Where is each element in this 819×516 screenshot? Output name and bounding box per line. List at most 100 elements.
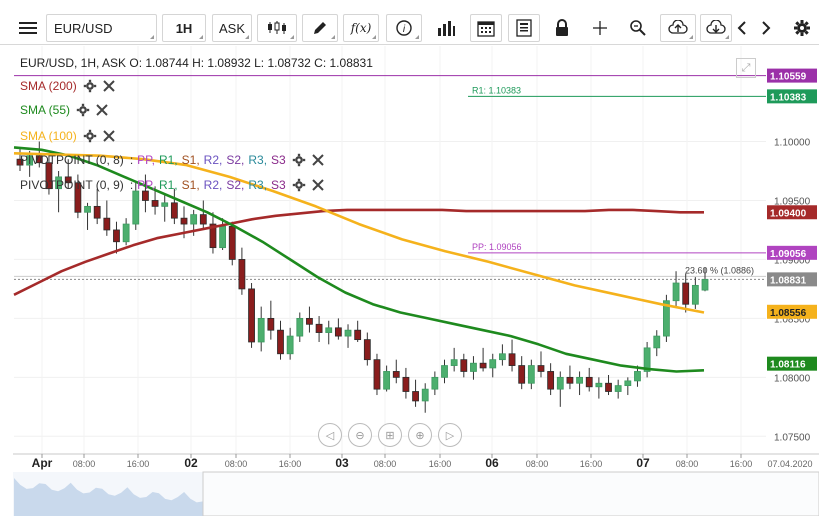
gear-icon[interactable] xyxy=(292,153,306,167)
news-button[interactable] xyxy=(508,14,540,42)
candle-body xyxy=(585,376,593,388)
indicator-legend-row[interactable]: PIVOTPOINT (0, 8): PP, R1, S1, R2, S2, R3, S3 xyxy=(20,153,324,167)
timeframe-label: 1H xyxy=(175,20,193,36)
candle-body xyxy=(334,327,342,337)
chevron-left-icon[interactable] xyxy=(732,14,752,42)
timeframe-selector[interactable]: 1H xyxy=(162,14,206,42)
candle-body xyxy=(190,214,198,225)
candle-body xyxy=(296,317,304,337)
maximize-icon[interactable]: ⤢ xyxy=(736,58,756,78)
gear-icon[interactable] xyxy=(292,178,306,192)
zoom-out-icon[interactable]: ⊖ xyxy=(348,423,372,447)
zoom-icon[interactable] xyxy=(622,14,654,42)
gear-icon[interactable] xyxy=(83,79,97,93)
price-label-text: 1.10383 xyxy=(770,92,807,103)
indicator-label: PIVOTPOINT (0, 8) xyxy=(20,153,124,167)
x-tick-label: 03 xyxy=(335,456,349,470)
close-icon[interactable] xyxy=(96,104,108,116)
indicator-label: SMA (200) xyxy=(20,79,77,93)
chart-type-button[interactable] xyxy=(257,14,297,42)
candle-body xyxy=(431,376,439,390)
candle-body xyxy=(16,158,24,166)
candle-body xyxy=(161,202,169,207)
draw-tool-button[interactable] xyxy=(302,14,338,42)
x-tick-label: 07 xyxy=(636,456,650,470)
candle-body xyxy=(412,391,419,402)
indicator-legend-row[interactable]: SMA (55) xyxy=(20,103,108,117)
scroll-right-icon[interactable]: ▷ xyxy=(438,423,462,447)
candle-body xyxy=(508,353,516,366)
indicator-label: SMA (55) xyxy=(20,103,71,117)
price-label-box xyxy=(767,245,817,260)
candle-body xyxy=(595,382,603,388)
gear-icon[interactable] xyxy=(83,129,97,143)
download-button[interactable] xyxy=(700,14,732,42)
close-icon[interactable] xyxy=(102,130,115,142)
close-icon[interactable] xyxy=(312,154,324,166)
sma-line xyxy=(13,208,704,296)
fit-icon[interactable]: ⊞ xyxy=(378,423,402,447)
upload-button[interactable] xyxy=(660,14,696,42)
price-label-text: 1.08556 xyxy=(770,308,807,319)
candle-body xyxy=(605,382,612,392)
price-type-selector[interactable]: ASK xyxy=(212,14,252,42)
price-label-box xyxy=(767,304,817,319)
price-label-text: 1.09056 xyxy=(770,249,807,260)
pivot-level-tag: R2, xyxy=(203,178,223,192)
calendar-button[interactable] xyxy=(470,14,502,42)
symbol-label: EUR/USD xyxy=(54,20,113,36)
candle-body xyxy=(170,202,178,219)
candle-body xyxy=(498,353,506,361)
pivot-level-tag: S1, xyxy=(181,178,200,192)
indicator-label: PIVOTPOINT (0, 9) xyxy=(20,178,124,192)
sma-line xyxy=(13,152,705,314)
pivot-level-tag: R2, xyxy=(203,153,223,167)
candle-body xyxy=(55,176,62,190)
price-label-text: 1.10559 xyxy=(770,72,807,83)
indicator-legend-row[interactable]: PIVOTPOINT (0, 9): PP, R1, S1, R2, S2, R3, S3 xyxy=(20,178,324,192)
x-tick-label: 08:00 xyxy=(526,459,549,469)
gear-icon[interactable] xyxy=(788,14,816,42)
x-tick-label: 08:00 xyxy=(374,459,397,469)
indicator-legend-row[interactable]: SMA (200) xyxy=(20,79,115,93)
crosshair-icon[interactable] xyxy=(584,14,616,42)
x-tick-label: 02 xyxy=(184,456,198,470)
symbol-selector[interactable]: EUR/USD xyxy=(46,14,157,42)
candle-body xyxy=(691,284,699,305)
lock-icon[interactable] xyxy=(546,14,578,42)
y-tick-label: 1.10000 xyxy=(774,138,811,149)
x-tick-label: 16:00 xyxy=(279,459,302,469)
candle-body xyxy=(547,371,555,390)
scroll-left-icon[interactable]: ◁ xyxy=(318,423,342,447)
volume-bars-icon[interactable] xyxy=(428,14,464,42)
gear-icon[interactable] xyxy=(76,103,90,117)
info-button[interactable]: i xyxy=(386,14,422,42)
fib-label: 23.60 % (1.0886) xyxy=(685,265,754,275)
zoom-in-icon[interactable]: ⊕ xyxy=(408,423,432,447)
candle-body xyxy=(672,282,680,302)
candle-body xyxy=(93,205,101,219)
x-tick-label: 16:00 xyxy=(580,459,603,469)
price-label-text: 1.08116 xyxy=(770,360,806,371)
candle-body xyxy=(344,329,352,337)
candle-body xyxy=(489,359,497,369)
candle-body xyxy=(219,226,227,249)
candle-body xyxy=(450,359,458,366)
x-tick-label: 08:00 xyxy=(73,459,96,469)
pivot-level-label: PP: 1.09056 xyxy=(472,242,522,252)
candle-body xyxy=(103,217,111,231)
candle-body xyxy=(556,376,564,390)
overview-window[interactable] xyxy=(202,471,819,516)
indicators-button[interactable]: f(x) xyxy=(343,14,379,42)
pivot-level-label: R1: 1.10383 xyxy=(472,85,521,95)
indicator-legend-row[interactable]: SMA (100) xyxy=(20,129,115,143)
menu-icon[interactable] xyxy=(14,14,42,42)
chevron-right-icon[interactable] xyxy=(756,14,776,42)
upload-icon xyxy=(668,20,688,34)
candle-body xyxy=(537,365,545,372)
close-icon[interactable] xyxy=(312,179,324,191)
calendar-icon xyxy=(477,21,495,37)
close-icon[interactable] xyxy=(102,80,115,92)
candle-body xyxy=(209,223,217,249)
